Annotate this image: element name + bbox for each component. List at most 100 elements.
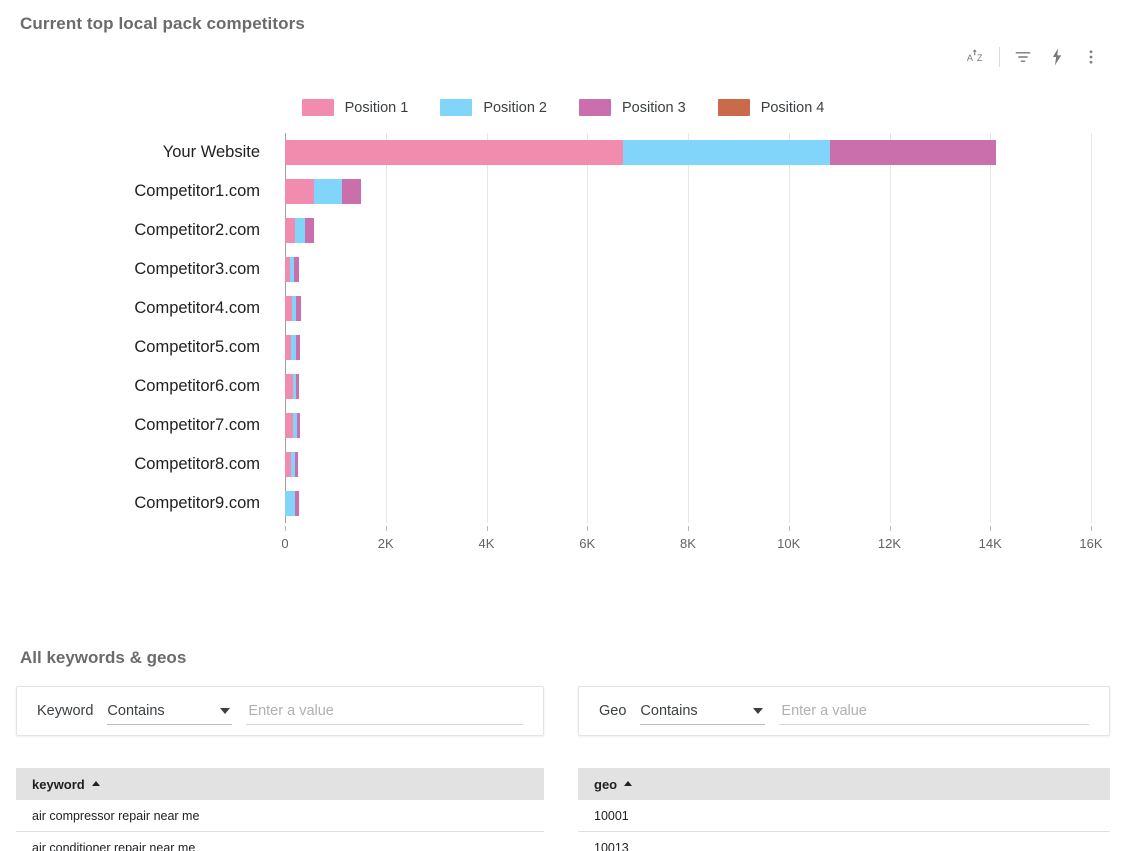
x-tick-mark [486, 526, 488, 531]
bar-segment[interactable] [291, 296, 297, 321]
gridline [385, 133, 387, 523]
bar-segment[interactable] [291, 335, 296, 360]
legend-item-1[interactable]: Position 1 [301, 99, 408, 116]
bar-row[interactable] [285, 406, 1091, 445]
bar-row[interactable] [285, 133, 1091, 172]
y-axis-label: Your Website [162, 143, 260, 161]
legend-label: Position 3 [622, 99, 686, 116]
y-axis-label: Competitor6.com [134, 377, 260, 395]
geo-table: geo 10001 10013 [578, 768, 1110, 851]
bar-segment[interactable] [291, 452, 295, 477]
bar-row[interactable] [285, 172, 1091, 211]
bar-segment[interactable] [295, 491, 300, 516]
bar-segment[interactable] [293, 413, 298, 438]
x-tick-label: 12K [877, 536, 902, 551]
gridline [587, 133, 589, 523]
x-tick-label: 0 [281, 536, 289, 551]
table-row[interactable]: air conditioner repair near me [16, 832, 544, 851]
page-title: Current top local pack competitors [20, 14, 305, 33]
x-tick-label: 10K [777, 536, 801, 551]
gridline [688, 133, 689, 523]
bar-row[interactable] [285, 250, 1091, 289]
x-tick-label: 8K [680, 536, 696, 551]
table-row[interactable]: 10001 [578, 800, 1110, 832]
y-axis-label: Competitor8.com [134, 455, 260, 473]
x-tick-label: 16K [1079, 536, 1103, 551]
bar-segment[interactable] [313, 179, 342, 204]
y-axis-label: Competitor1.com [134, 182, 260, 200]
bar-segment[interactable] [341, 179, 362, 204]
gridline [1091, 133, 1092, 523]
bar-segment[interactable] [285, 452, 292, 477]
y-axis-label: Competitor4.com [134, 299, 260, 317]
gridline [889, 133, 891, 523]
geo-filter-operator-select[interactable]: Contains [640, 697, 766, 725]
bar-segment[interactable] [285, 491, 296, 516]
bar-row[interactable] [285, 289, 1091, 328]
bar-segment[interactable] [285, 296, 292, 321]
keyword-filter-operator-select[interactable]: Contains [107, 697, 233, 725]
chart-legend: Position 1 Position 2 Position 3 Position 4 [0, 99, 1126, 116]
more-options-icon[interactable] [1074, 42, 1108, 72]
svg-text:A: A [967, 53, 974, 63]
bar-segment[interactable] [285, 374, 293, 399]
x-tick-mark [788, 526, 790, 531]
chart-plot-area: Your Website Competitor1.com Competitor2.c… [0, 133, 1126, 553]
legend-item-4[interactable]: Position 4 [717, 99, 824, 116]
x-tick-mark [688, 526, 689, 531]
y-axis-label: Competitor9.com [134, 494, 260, 512]
keyword-filter-label: Keyword [37, 703, 94, 719]
bar-segment[interactable] [289, 257, 294, 282]
bar-segment[interactable] [285, 179, 314, 204]
bar-row[interactable] [285, 445, 1091, 484]
bar-segment[interactable] [294, 452, 298, 477]
bar-segment[interactable] [304, 218, 315, 243]
geo-filter[interactable]: Geo Contains [578, 686, 1110, 736]
keyword-filter[interactable]: Keyword Contains [16, 686, 544, 736]
bar-segment[interactable] [285, 413, 294, 438]
explore-icon[interactable] [1040, 42, 1074, 72]
table-row[interactable]: air compressor repair near me [16, 800, 544, 832]
x-tick-mark [1091, 526, 1092, 531]
x-tick-mark [990, 526, 992, 531]
bar-segment[interactable] [294, 218, 305, 243]
geo-column-label: geo [594, 776, 618, 792]
bar-segment[interactable] [285, 257, 290, 282]
bar-row[interactable] [285, 211, 1091, 250]
bar-row[interactable] [285, 484, 1091, 523]
y-axis-label: Competitor7.com [134, 416, 260, 434]
bar-segment[interactable] [292, 374, 297, 399]
bar-segment[interactable] [295, 335, 300, 360]
geo-table-header[interactable]: geo [578, 768, 1110, 800]
bar-segment[interactable] [296, 374, 300, 399]
bar-segment[interactable] [285, 218, 295, 243]
table-row[interactable]: 10013 [578, 832, 1110, 851]
x-tick-mark [587, 526, 589, 531]
legend-item-3[interactable]: Position 3 [579, 99, 686, 116]
keyword-filter-input[interactable] [246, 697, 523, 725]
bar-row[interactable] [285, 328, 1091, 367]
chevron-down-icon [753, 707, 764, 714]
section-title-keywords: All keywords & geos [20, 648, 187, 667]
bar-segment[interactable] [830, 140, 997, 165]
sort-ascending-icon [91, 781, 100, 786]
bar-segment[interactable] [293, 257, 300, 282]
bar-segment[interactable] [285, 140, 623, 165]
filter-icon[interactable] [1006, 42, 1040, 72]
bar-segment[interactable] [285, 335, 292, 360]
chart-toolbar: A Z [959, 42, 1108, 72]
keyword-table-header[interactable]: keyword [16, 768, 544, 800]
legend-item-2[interactable]: Position 2 [440, 99, 547, 116]
bar-segment[interactable] [297, 413, 301, 438]
keyword-filter-operator-value: Contains [107, 702, 165, 719]
y-axis-labels: Your Website Competitor1.com Competitor2.c… [0, 133, 270, 523]
legend-label: Position 2 [483, 99, 547, 116]
legend-swatch [301, 99, 334, 116]
bar-row[interactable] [285, 367, 1091, 406]
svg-text:Z: Z [977, 53, 983, 63]
sort-az-icon[interactable]: A Z [959, 42, 993, 72]
gridline [788, 133, 790, 523]
bar-segment[interactable] [296, 296, 302, 321]
geo-filter-input[interactable] [779, 697, 1089, 725]
bar-segment[interactable] [622, 140, 831, 165]
